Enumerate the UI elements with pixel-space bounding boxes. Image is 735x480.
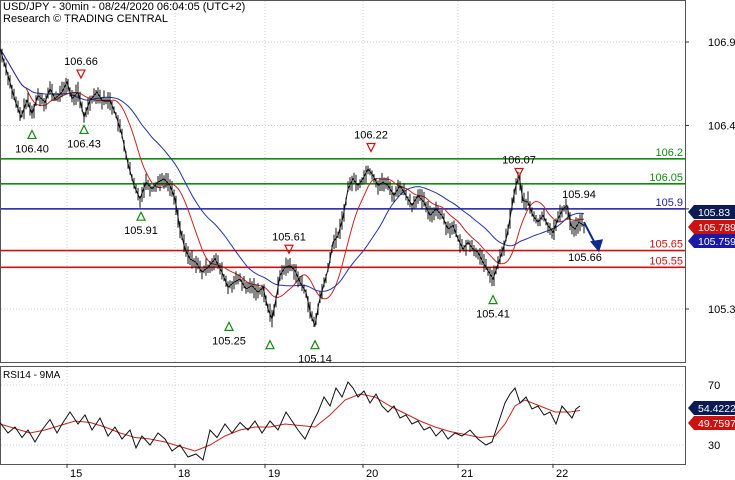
- pivot-low-marker: [136, 210, 146, 221]
- projection-arrow-head: [590, 239, 603, 253]
- chart-subtitle: Research © TRADING CENTRAL: [3, 13, 168, 25]
- pivot-label: 106.22: [354, 129, 388, 141]
- pivot-high-marker: [514, 167, 524, 178]
- x-tick-label: 22: [556, 468, 568, 480]
- pivot-label: 106.43: [67, 138, 101, 150]
- rsi-moving-average: [0, 393, 581, 452]
- pivot-label: 106.07: [502, 155, 536, 167]
- rsi-value-tag-label: 49.7597: [698, 418, 735, 430]
- pivot-low-marker: [265, 339, 275, 350]
- price-tag: [688, 220, 735, 234]
- rsi-value-tag: [688, 401, 735, 415]
- chart-title: USD/JPY - 30min - 08/24/2020 06:04:05 (U…: [3, 1, 246, 13]
- pivot-high-marker: [284, 244, 294, 255]
- fast-moving-average: [0, 48, 585, 300]
- rsi-panel-frame: [0, 366, 686, 465]
- rsi-y-tick-label: 70: [708, 380, 720, 392]
- y-tick-label: 106.4: [708, 120, 735, 132]
- pivot-low-marker: [488, 294, 498, 305]
- pivot-label: 105.66: [568, 252, 602, 264]
- pivot-low-marker: [310, 339, 320, 350]
- rsi-value-tag-label: 54.4222: [698, 403, 735, 415]
- price-tag: [688, 205, 735, 219]
- level-label: 105.65: [649, 239, 683, 251]
- rsi-line: [0, 381, 581, 461]
- pivot-label: 105.94: [562, 189, 596, 201]
- level-label: 106.05: [649, 172, 683, 184]
- pivot-label: 106.66: [64, 56, 98, 68]
- pivot-low-marker: [79, 124, 89, 135]
- x-tick-label: 19: [268, 468, 280, 480]
- rsi-panel-title: RSI14 - 9MA: [3, 370, 61, 381]
- pivot-label: 105.14: [298, 354, 332, 366]
- rsi-value-tag: [688, 416, 735, 430]
- pivot-label: 105.91: [124, 225, 158, 237]
- level-label: 105.9: [655, 197, 683, 209]
- x-tick-label: 20: [366, 468, 378, 480]
- pivot-label: 105.25: [212, 335, 246, 347]
- y-tick-label: 106.9: [708, 37, 735, 49]
- price-tag-label: 105.759: [698, 236, 735, 248]
- level-label: 106.2: [655, 147, 683, 159]
- pivot-low-marker: [224, 321, 234, 331]
- level-label: 105.55: [649, 255, 683, 267]
- price-tag: [688, 234, 735, 248]
- price-panel-frame: [0, 0, 686, 363]
- price-tag-label: 105.789: [698, 222, 735, 234]
- pivot-high-marker: [76, 69, 86, 80]
- pivot-label: 105.41: [476, 309, 510, 321]
- price-line: [0, 48, 585, 328]
- rsi-y-tick-label: 30: [708, 440, 720, 452]
- price-tag-label: 105.83: [698, 207, 730, 219]
- x-tick-label: 15: [70, 468, 82, 480]
- pivot-low-marker: [27, 129, 37, 140]
- y-tick-label: 105.3: [708, 304, 735, 316]
- pivot-label: 105.61: [272, 231, 306, 243]
- pivot-label: 106.40: [15, 143, 49, 155]
- slow-moving-average: [0, 48, 585, 292]
- x-tick-label: 18: [178, 468, 190, 480]
- pivot-high-marker: [366, 142, 376, 153]
- x-tick-label: 21: [461, 468, 473, 480]
